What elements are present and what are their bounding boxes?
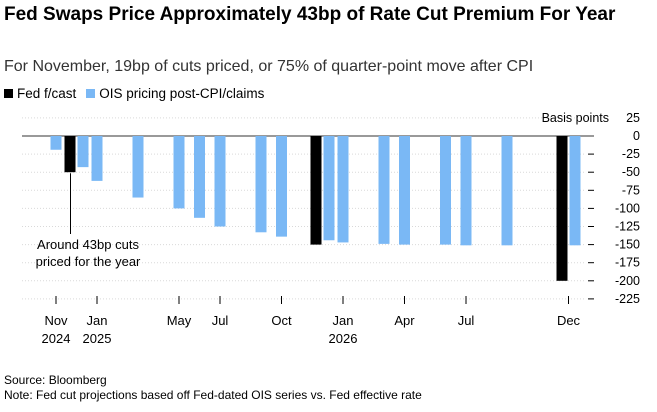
x-tick-year: 2025: [83, 331, 112, 346]
y-tick-label: -50: [622, 165, 640, 179]
bar-ois: [460, 136, 472, 246]
legend-item-ois: OIS pricing post-CPI/claims: [86, 86, 264, 101]
bar-ois: [132, 136, 144, 198]
y-tick-label: -125: [615, 220, 640, 234]
legend-swatch-ois: [86, 89, 96, 98]
bar-ois: [440, 136, 451, 245]
bar-ois: [77, 136, 89, 168]
bar-ois: [255, 136, 267, 233]
x-tick-label: Jul: [458, 313, 475, 328]
legend-label-ois: OIS pricing post-CPI/claims: [99, 86, 265, 101]
x-tick-label: Jan: [87, 313, 108, 328]
bar-ois: [501, 136, 513, 246]
bar-ois: [214, 136, 226, 227]
bar-ois: [399, 136, 410, 245]
bar-ois: [276, 136, 287, 237]
note-text: Note: Fed cut projections based off Fed-…: [4, 388, 422, 402]
x-tick-year: 2024: [42, 331, 71, 346]
y-tick-label: -150: [615, 238, 640, 252]
bar-ois: [50, 136, 62, 150]
bar-fed: [556, 136, 568, 281]
source-text: Source: Bloomberg: [4, 373, 107, 387]
x-tick-label: Dec: [557, 313, 581, 328]
annotation-text-line2: priced for the year: [36, 254, 141, 269]
legend: Fed f/cast OIS pricing post-CPI/claims: [4, 86, 274, 101]
x-tick-label: Apr: [394, 313, 415, 328]
y-tick-label: -100: [615, 201, 640, 215]
chart-title: Fed Swaps Price Approximately 43bp of Ra…: [4, 4, 616, 25]
x-tick-label: Jan: [333, 313, 354, 328]
annotation-text-line1: Around 43bp cuts: [37, 237, 139, 252]
bar-ois: [173, 136, 185, 209]
x-tick-year: 2026: [329, 331, 358, 346]
bar-fed: [310, 136, 322, 245]
bar-ois: [337, 136, 349, 243]
y-tick-label: 25: [626, 111, 640, 125]
y-tick-label: -175: [615, 256, 640, 270]
bar-ois: [378, 136, 390, 244]
x-tick-label: Jul: [212, 313, 229, 328]
x-tick-label: Oct: [271, 313, 292, 328]
bar-ois: [91, 136, 103, 181]
x-tick-label: Nov: [44, 313, 68, 328]
chart-subtitle: For November, 19bp of cuts priced, or 75…: [4, 58, 534, 75]
bar-fed: [64, 136, 76, 173]
bar-ois: [569, 136, 581, 246]
y-tick-label: -225: [615, 292, 640, 306]
y-tick-label: -200: [615, 274, 640, 288]
bar-ois: [194, 136, 205, 218]
legend-item-fed: Fed f/cast: [4, 86, 76, 101]
y-axis-label: Basis points: [542, 111, 609, 125]
y-tick-label: -75: [622, 183, 640, 197]
legend-swatch-fed: [4, 89, 13, 98]
y-tick-label: -25: [622, 147, 640, 161]
legend-label-fed: Fed f/cast: [17, 86, 77, 101]
footnote: Source: Bloomberg Note: Fed cut projecti…: [4, 373, 422, 403]
y-tick-label: 0: [633, 129, 640, 143]
x-tick-label: May: [167, 313, 192, 328]
bar-ois: [323, 136, 335, 241]
